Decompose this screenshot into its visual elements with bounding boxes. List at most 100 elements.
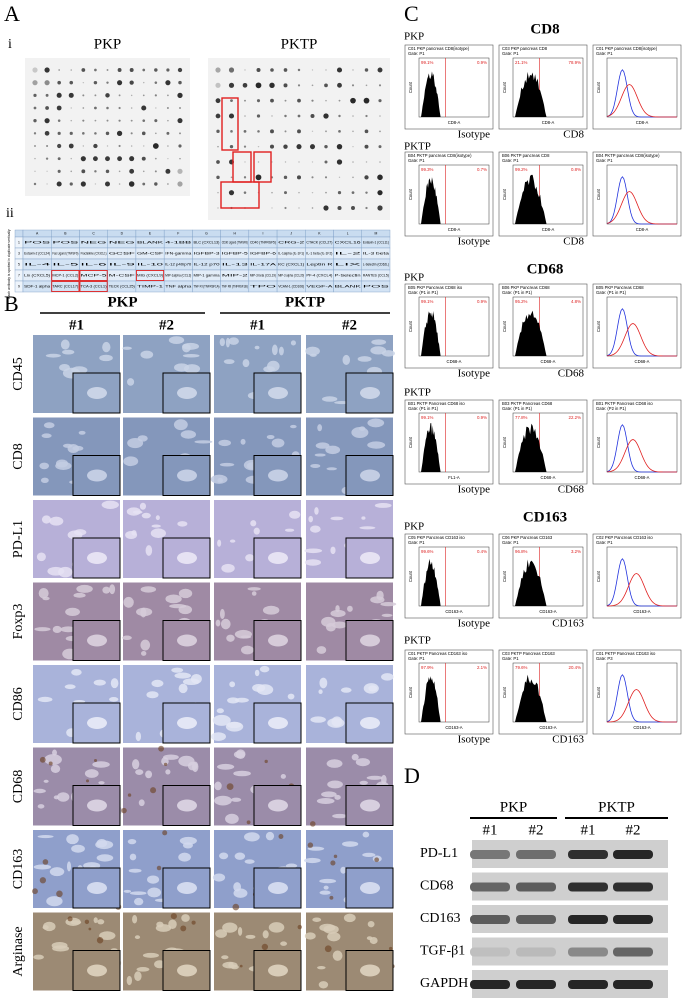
x-axis-label: CD68-A (541, 359, 556, 364)
table-cell-text: TNF RI (TNFRSF1A) (194, 284, 220, 288)
tissue-lumen (280, 941, 288, 946)
array-spot (130, 119, 133, 122)
array-spot (141, 105, 147, 111)
row-label: CD45 (11, 357, 26, 390)
tissue-lumen (140, 586, 157, 593)
plot-title: B01 PKTP Pancreas CD68 iso (408, 401, 465, 406)
array-spot (352, 145, 354, 148)
y-axis-label: Count (596, 436, 601, 448)
array-spot (117, 68, 122, 72)
tissue-lumen (327, 718, 345, 728)
array-spot (244, 115, 246, 117)
tissue-lumen (37, 696, 53, 703)
array-spot (80, 181, 86, 187)
plot-area (418, 412, 490, 473)
tissue-lumen (95, 840, 114, 850)
table-cell-text: NEG (109, 240, 136, 244)
array-spot (142, 119, 146, 122)
inset-lumen (177, 552, 197, 564)
tissue-lumen (244, 832, 260, 842)
tissue-lumen (359, 426, 366, 431)
tissue-lumen (310, 463, 321, 468)
tissue-lumen (240, 645, 254, 655)
tissue-lumen (183, 364, 201, 374)
tissue-lumen (151, 524, 161, 528)
table-cell-text: IGFBP-5 (222, 251, 248, 255)
inset-lumen (177, 964, 197, 977)
tissue-lumen (72, 445, 84, 451)
plot-title: C03 PKTP Pancreas CD163 (502, 651, 555, 656)
array-spot (228, 113, 235, 119)
array-spot (118, 119, 121, 122)
tissue-lumen (254, 345, 260, 350)
tissue-lumen (214, 781, 222, 791)
table-cell-text: MIG (CXCL9) (137, 273, 163, 277)
tissue-lumen (332, 950, 343, 961)
histogram (515, 423, 547, 472)
array-spot (323, 113, 329, 119)
array-spot (311, 84, 314, 87)
highlight-box (220, 181, 260, 209)
tissue-lumen (67, 530, 83, 540)
marker-tag: Isotype (458, 236, 491, 248)
tissue-lumen (215, 929, 228, 938)
group-label: PKTP (598, 799, 635, 815)
tissue-lumen (334, 794, 341, 800)
table-header: K (318, 231, 321, 235)
y-axis-label: Count (596, 320, 601, 332)
array-spot (325, 130, 327, 133)
array-spot (352, 130, 354, 133)
tissue-lumen (216, 708, 224, 714)
histogram (421, 676, 441, 722)
x-axis-label: CD8-A (542, 120, 555, 125)
tissue-lumen (52, 625, 62, 634)
array-spot (324, 83, 328, 88)
tissue-lumen (280, 774, 286, 779)
array-spot (365, 191, 368, 194)
tissue-lumen (97, 919, 105, 925)
gate-left-percent: 99.2% (515, 167, 528, 172)
table-cell-text: SDF-1 alpha (24, 284, 50, 288)
array-title: PKP (94, 36, 122, 52)
tissue-lumen (145, 770, 153, 779)
tissue-lumen (219, 338, 225, 347)
table-cell-text: GCSF (109, 251, 135, 255)
array-spot (269, 144, 275, 149)
table-cell (361, 280, 391, 293)
plot-gate: Gate: (P2 in P1) (596, 406, 627, 411)
table-cell-text: IL-12 p40/p70 (165, 262, 191, 266)
tissue-lumen (359, 526, 376, 530)
tissue-lumen (304, 548, 323, 554)
array-spot (378, 145, 382, 149)
plot-gate: Gate: P1 (596, 540, 613, 545)
blot-band (516, 980, 556, 989)
marker-tag: CD163 (552, 734, 584, 746)
table-cell-text: GM-CSF (137, 251, 163, 255)
array-spot (338, 99, 341, 102)
gate-right-percent: 0.4% (477, 549, 487, 554)
table-highlight (135, 270, 165, 281)
array-membrane (25, 58, 190, 196)
tissue-lumen (139, 502, 147, 510)
array-spot (244, 161, 246, 163)
stain (333, 854, 338, 859)
table-cell-text: IL-10 (137, 262, 163, 266)
table-row-number: 9 (18, 284, 20, 288)
array-spot (165, 80, 171, 86)
array-spot (118, 183, 121, 185)
inset-lumen (177, 634, 197, 647)
plot-area (418, 164, 490, 225)
array-spot (118, 144, 121, 148)
tissue-lumen (307, 846, 325, 851)
array-spot (82, 81, 85, 84)
array-spot (217, 207, 219, 209)
array-spot (33, 182, 37, 186)
table-cell-text: POS (52, 240, 81, 244)
tissue-lumen (237, 927, 243, 936)
plot-gate: Gate: P1 (408, 540, 425, 545)
x-axis-label: CD8-A (636, 120, 649, 125)
tissue-lumen (122, 635, 132, 640)
array-spot (70, 107, 72, 109)
array-spot (256, 114, 261, 118)
inset-lumen (87, 552, 107, 564)
